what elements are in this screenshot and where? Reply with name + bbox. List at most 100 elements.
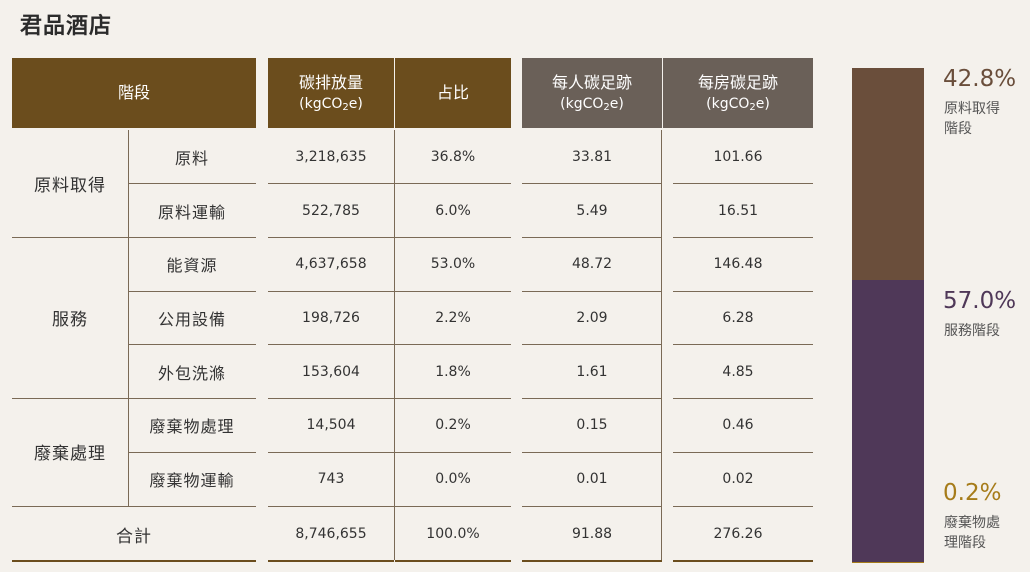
stack-percent: 0.2%	[943, 480, 1002, 506]
table-bottom-border	[522, 560, 662, 562]
row-per-room: 0.46	[722, 417, 754, 434]
row-divider	[522, 398, 662, 399]
row-divider	[522, 344, 662, 345]
row-share: 36.8%	[430, 148, 476, 165]
table-bottom-border	[268, 560, 394, 562]
stack-percent: 42.8%	[943, 66, 1017, 92]
row-divider	[268, 344, 394, 345]
row-per-room: 4.85	[722, 363, 754, 380]
row-divider	[12, 398, 256, 399]
row-divider	[673, 506, 813, 507]
row-sub-label: 原料運輸	[157, 202, 226, 222]
group-label-raw: 原料取得	[34, 175, 106, 196]
row-divider	[522, 452, 662, 453]
total-per-person: 91.88	[571, 526, 613, 542]
row-divider	[522, 291, 662, 292]
header-share: 占比	[395, 58, 511, 128]
stack-label: 原料取得階段	[944, 101, 1000, 138]
row-sub-label: 廢棄物運輸	[149, 471, 235, 491]
column-divider	[661, 130, 662, 560]
row-per-room: 0.02	[722, 471, 754, 488]
row-divider	[12, 506, 256, 507]
row-per-person: 0.15	[576, 417, 608, 434]
header-stage: 階段	[12, 58, 256, 128]
row-divider	[128, 183, 256, 184]
row-emission: 14,504	[306, 417, 356, 434]
row-per-room: 6.28	[722, 309, 754, 326]
stack-segment	[852, 562, 924, 563]
row-divider	[673, 344, 813, 345]
group-label-service: 服務	[52, 309, 88, 330]
row-divider	[268, 398, 394, 399]
row-sub-label: 外包洗滌	[157, 363, 226, 383]
stack-label: 服務階段	[944, 323, 1000, 339]
stack-percent: 57.0%	[943, 288, 1017, 314]
row-divider	[395, 452, 511, 453]
row-emission: 743	[317, 471, 345, 488]
table-bottom-border	[12, 560, 256, 562]
row-per-room: 146.48	[713, 256, 763, 273]
total-per-room: 276.26	[713, 526, 763, 542]
row-per-person: 33.81	[571, 148, 613, 165]
row-sub-label: 原料	[174, 148, 209, 168]
row-per-person: 1.61	[576, 363, 608, 380]
row-emission: 4,637,658	[295, 256, 367, 273]
page-title: 君品酒店	[20, 13, 113, 39]
row-divider	[673, 291, 813, 292]
row-sub-label: 公用設備	[157, 309, 226, 329]
row-per-room: 101.66	[713, 148, 763, 165]
row-share: 2.2%	[435, 309, 471, 326]
total-share: 100.0%	[426, 526, 480, 542]
row-emission: 198,726	[302, 309, 360, 326]
row-share: 0.2%	[435, 417, 471, 434]
row-divider	[395, 183, 511, 184]
row-divider	[395, 344, 511, 345]
row-divider	[12, 237, 256, 238]
row-divider	[128, 291, 256, 292]
row-per-person: 5.49	[576, 202, 608, 219]
row-per-person: 48.72	[571, 256, 613, 273]
row-share: 6.0%	[435, 202, 471, 219]
row-share: 0.0%	[435, 471, 471, 488]
row-per-room: 16.51	[717, 202, 759, 219]
row-emission: 3,218,635	[295, 148, 367, 165]
total-emission: 8,746,655	[295, 526, 367, 542]
row-divider	[268, 237, 394, 238]
row-divider	[395, 506, 511, 507]
table-bottom-border	[395, 560, 511, 562]
stack-label: 廢棄物處理階段	[944, 515, 1000, 552]
row-divider	[268, 452, 394, 453]
row-divider	[673, 398, 813, 399]
row-divider	[673, 452, 813, 453]
row-emission: 522,785	[302, 202, 360, 219]
row-emission: 153,604	[302, 363, 360, 380]
column-divider	[128, 130, 129, 506]
row-divider	[522, 183, 662, 184]
header-per-person: 每人碳足跡 (kgCO2e)	[522, 58, 662, 128]
row-divider	[673, 237, 813, 238]
column-divider	[394, 130, 395, 560]
table-bottom-border	[673, 560, 813, 562]
row-divider	[522, 237, 662, 238]
header-per-room: 每房碳足跡 (kgCO2e)	[663, 58, 813, 128]
row-divider	[268, 506, 394, 507]
row-sub-label: 能資源	[166, 256, 218, 276]
row-divider	[395, 291, 511, 292]
row-per-person: 2.09	[576, 309, 608, 326]
stack-segment	[852, 279, 924, 562]
row-divider	[395, 398, 511, 399]
row-divider	[673, 183, 813, 184]
header-emission: 碳排放量 (kgCO2e)	[268, 58, 394, 128]
row-per-person: 0.01	[576, 471, 608, 488]
group-label-waste: 廢棄處理	[34, 444, 106, 464]
row-divider	[395, 237, 511, 238]
row-divider	[268, 183, 394, 184]
row-share: 1.8%	[435, 363, 471, 380]
row-divider	[128, 344, 256, 345]
row-divider	[522, 506, 662, 507]
stack-segment	[852, 68, 924, 280]
row-sub-label: 廢棄物處理	[149, 417, 235, 437]
row-divider	[128, 452, 256, 453]
row-divider	[268, 291, 394, 292]
row-share: 53.0%	[430, 256, 476, 273]
